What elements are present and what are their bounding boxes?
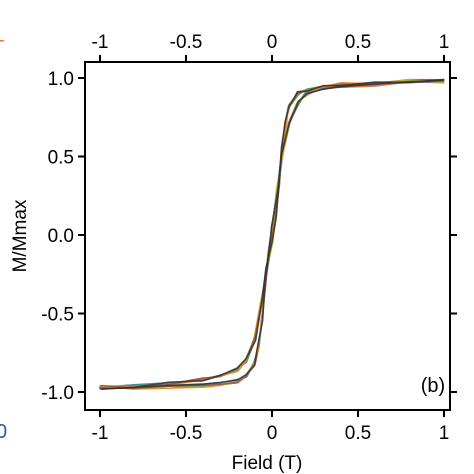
- left-edge-fragment-top: -: [0, 29, 5, 51]
- curve-ascending-8: [100, 78, 445, 390]
- curve-descending-8: [100, 79, 444, 390]
- x-tick-label-bottom: 0: [267, 423, 278, 444]
- x-tick-label-top: -1: [92, 32, 109, 53]
- y-tick-label: 1.0: [48, 69, 74, 90]
- y-tick-label: 0.0: [48, 226, 74, 247]
- x-tick-label-top: 1: [439, 32, 450, 53]
- x-axis-label: Field (T): [232, 453, 303, 474]
- x-tick-label-bottom: -1: [92, 423, 109, 444]
- panel-label: (b): [421, 375, 445, 397]
- y-axis-label: M/Mmax: [10, 199, 31, 272]
- y-tick-label: -0.5: [41, 305, 74, 326]
- x-tick-label-bottom: -0.5: [170, 423, 203, 444]
- curve-ascending-7: [99, 80, 445, 389]
- x-tick-label-bottom: 1: [439, 423, 450, 444]
- y-tick-label: 0.5: [48, 148, 74, 169]
- x-tick-label-top: -0.5: [170, 32, 203, 53]
- left-edge-fragment-bottom: 0: [0, 421, 7, 443]
- hysteresis-curves: [98, 78, 445, 390]
- x-tick-label-top: 0: [267, 32, 278, 53]
- x-tick-label-bottom: 0.5: [345, 423, 371, 444]
- plot-frame: [84, 61, 451, 411]
- x-tick-label-top: 0.5: [345, 32, 371, 53]
- y-tick-label: -1.0: [41, 383, 74, 404]
- axis-ticks: -1 -1 -0.5 -0.5 0 0 0.5 0.5 1 1 -1.0 -0.5 0.0 0.5 1.0: [41, 32, 457, 444]
